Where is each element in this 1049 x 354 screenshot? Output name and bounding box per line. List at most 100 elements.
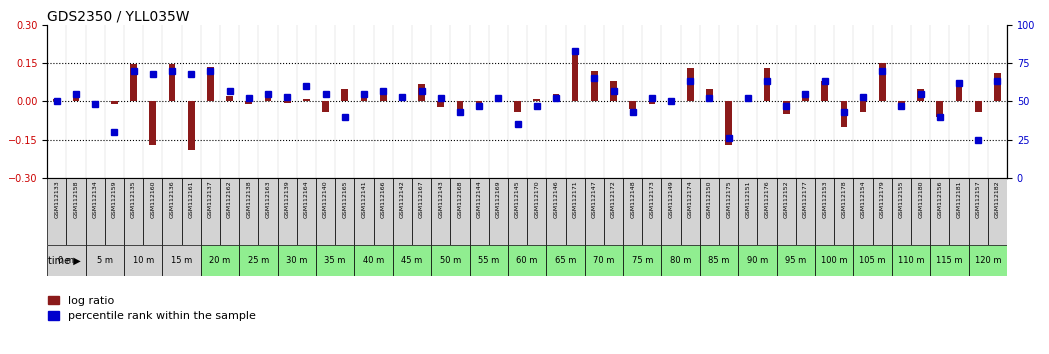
Text: GSM112141: GSM112141 <box>362 180 366 218</box>
Text: 115 m: 115 m <box>936 256 963 265</box>
Text: GSM112147: GSM112147 <box>592 180 597 218</box>
Bar <box>776 245 815 276</box>
Text: 95 m: 95 m <box>786 256 807 265</box>
Bar <box>527 178 547 245</box>
Bar <box>303 99 309 101</box>
Bar <box>264 96 272 101</box>
Text: 55 m: 55 m <box>478 256 499 265</box>
Bar <box>565 178 584 245</box>
Bar <box>72 91 80 101</box>
Text: 65 m: 65 m <box>555 256 576 265</box>
Bar <box>412 178 431 245</box>
Bar <box>495 99 501 101</box>
Bar <box>725 101 732 145</box>
Bar <box>968 178 988 245</box>
Bar <box>258 178 278 245</box>
Bar <box>361 96 367 101</box>
Text: GSM112174: GSM112174 <box>688 180 692 218</box>
Text: 100 m: 100 m <box>821 256 848 265</box>
Bar <box>66 178 86 245</box>
Text: 80 m: 80 m <box>670 256 691 265</box>
Text: 20 m: 20 m <box>210 256 231 265</box>
Bar <box>163 245 200 276</box>
Text: GSM112162: GSM112162 <box>227 180 232 218</box>
Bar <box>854 245 892 276</box>
Text: GSM112173: GSM112173 <box>649 180 655 218</box>
Bar <box>284 101 291 103</box>
Bar <box>130 64 137 101</box>
Bar <box>392 245 431 276</box>
Bar <box>111 101 117 104</box>
Text: GSM112137: GSM112137 <box>208 180 213 218</box>
Text: GSM112146: GSM112146 <box>554 180 558 218</box>
Text: GSM112163: GSM112163 <box>265 180 271 218</box>
Bar <box>245 101 252 104</box>
Text: GSM112177: GSM112177 <box>802 180 808 218</box>
Text: GSM112136: GSM112136 <box>170 180 174 218</box>
Text: GSM112179: GSM112179 <box>880 180 884 218</box>
Text: time ▶: time ▶ <box>48 256 81 266</box>
Bar <box>949 178 968 245</box>
Text: GSM112170: GSM112170 <box>534 180 539 218</box>
Text: GSM112134: GSM112134 <box>92 180 98 218</box>
Text: 105 m: 105 m <box>859 256 886 265</box>
Bar <box>815 245 854 276</box>
Bar <box>335 178 355 245</box>
Text: GSM112164: GSM112164 <box>304 180 308 218</box>
Text: GSM112167: GSM112167 <box>419 180 424 218</box>
Bar <box>489 178 508 245</box>
Text: GSM112133: GSM112133 <box>55 180 60 218</box>
Bar <box>662 245 700 276</box>
Text: GDS2350 / YLL035W: GDS2350 / YLL035W <box>47 10 190 24</box>
Bar <box>322 101 329 112</box>
Text: GSM112172: GSM112172 <box>611 180 616 218</box>
Bar <box>975 101 982 112</box>
Bar <box>623 178 642 245</box>
Text: GSM112160: GSM112160 <box>150 180 155 218</box>
Bar <box>584 245 623 276</box>
Text: GSM112148: GSM112148 <box>630 180 636 218</box>
Bar <box>533 99 540 101</box>
Bar <box>937 101 943 117</box>
Bar <box>604 178 623 245</box>
Text: 5 m: 5 m <box>97 256 113 265</box>
Bar <box>355 178 373 245</box>
Text: GSM112150: GSM112150 <box>707 180 712 218</box>
Legend: log ratio, percentile rank within the sample: log ratio, percentile rank within the sa… <box>43 291 260 326</box>
Text: GSM112143: GSM112143 <box>438 180 444 218</box>
Bar <box>834 178 854 245</box>
Text: GSM112166: GSM112166 <box>381 180 386 218</box>
Bar <box>629 101 636 109</box>
Bar <box>860 101 866 112</box>
Bar <box>668 101 675 104</box>
Bar <box>297 178 316 245</box>
Bar <box>994 73 1001 101</box>
Bar <box>341 88 348 101</box>
Bar <box>316 178 336 245</box>
Bar <box>380 94 386 101</box>
Bar <box>437 101 444 107</box>
Bar <box>53 99 60 101</box>
Text: 25 m: 25 m <box>248 256 269 265</box>
Text: GSM112155: GSM112155 <box>899 180 904 218</box>
Bar <box>278 245 316 276</box>
Bar <box>547 245 584 276</box>
Bar <box>930 245 968 276</box>
Bar <box>169 64 175 101</box>
Text: 85 m: 85 m <box>708 256 730 265</box>
Bar <box>706 88 713 101</box>
Bar <box>681 178 700 245</box>
Bar <box>431 245 470 276</box>
Bar <box>720 178 738 245</box>
Text: GSM112149: GSM112149 <box>668 180 673 218</box>
Text: GSM112178: GSM112178 <box>841 180 847 218</box>
Bar <box>776 178 796 245</box>
Bar <box>392 178 412 245</box>
Bar <box>572 53 578 101</box>
Bar <box>92 101 99 107</box>
Bar <box>105 178 124 245</box>
Bar <box>239 178 258 245</box>
Text: 70 m: 70 m <box>594 256 615 265</box>
Bar <box>898 101 905 109</box>
Text: GSM112140: GSM112140 <box>323 180 328 218</box>
